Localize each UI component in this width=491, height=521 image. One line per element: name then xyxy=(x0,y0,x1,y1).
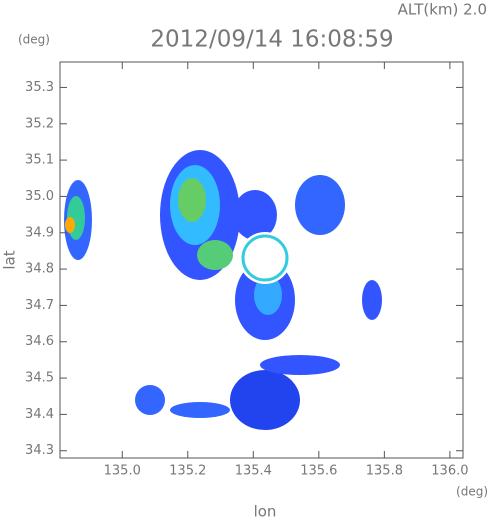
altitude-label: ALT(km) 2.0 xyxy=(398,1,487,19)
y-tick-label: 34.8 xyxy=(25,262,54,277)
x-tick-label: 135.6 xyxy=(300,464,337,479)
y-tick-label: 34.3 xyxy=(25,443,54,458)
radar-echoes xyxy=(64,150,382,430)
y-tick-label: 34.7 xyxy=(25,298,54,313)
y-tick-label: 34.9 xyxy=(25,225,54,240)
y-tick-label: 35.2 xyxy=(25,116,54,131)
x-tick-label: 136.0 xyxy=(431,464,468,479)
x-axis-label: lon xyxy=(254,503,277,521)
x-tick-label: 135.8 xyxy=(366,464,403,479)
y-tick-label: 35.0 xyxy=(25,189,54,204)
x-tick-label: 135.0 xyxy=(104,464,141,479)
y-tick-label: 35.1 xyxy=(25,153,54,168)
x-tick-label: 135.4 xyxy=(235,464,272,479)
y-tick-label: 34.4 xyxy=(25,407,54,422)
y-tick-label: 35.3 xyxy=(25,80,54,95)
y-tick-label: 34.5 xyxy=(25,371,54,386)
plot-frame xyxy=(59,61,464,459)
chart-title: 2012/09/14 16:08:59 xyxy=(150,27,393,53)
x-unit: (deg) xyxy=(456,485,488,499)
y-unit: (deg) xyxy=(18,33,50,47)
y-tick-label: 34.6 xyxy=(25,334,54,349)
x-tick-label: 135.2 xyxy=(169,464,206,479)
y-axis-label: lat xyxy=(1,250,19,269)
